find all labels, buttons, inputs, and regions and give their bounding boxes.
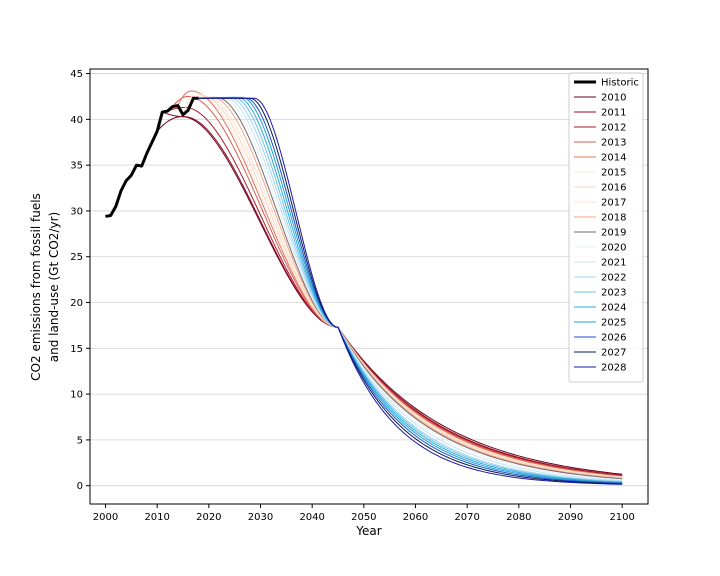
legend-entry: 2021 [574, 258, 626, 269]
y-tick-label: 10 [70, 390, 83, 401]
legend-entry: 2022 [574, 273, 626, 284]
legend-label: 2025 [601, 318, 626, 329]
legend-entry: 2017 [574, 198, 626, 209]
legend-label: 2011 [601, 108, 626, 119]
x-tick-label: 2010 [144, 512, 169, 523]
legend-entry: 2023 [574, 288, 626, 299]
legend-entry: 2010 [574, 93, 626, 104]
plot-frame [89, 68, 649, 505]
legend-entry: 2015 [574, 168, 626, 179]
legend-entry: 2018 [574, 213, 626, 224]
legend-label: 2023 [601, 288, 626, 299]
series-line-2010 [105, 116, 623, 475]
legend-entry: Historic [574, 78, 639, 89]
legend-entry: 2011 [574, 108, 626, 119]
series-line-2024 [105, 96, 623, 483]
legend-label: 2021 [601, 258, 626, 269]
legend-entry: 2024 [574, 303, 626, 314]
series-line-historic [105, 96, 199, 218]
legend-label: 2020 [601, 243, 626, 254]
y-tick-label: 45 [70, 69, 83, 80]
x-tick-label: 2060 [403, 512, 428, 523]
x-tick-label: 2000 [93, 512, 118, 523]
series-line-2028 [105, 97, 623, 485]
series-line-2014 [105, 90, 623, 478]
legend-label: 2013 [601, 138, 626, 149]
series-line-2022 [105, 96, 623, 483]
series-line-2021 [105, 96, 623, 482]
series-line-2023 [105, 96, 623, 483]
series-line-2016 [105, 95, 623, 478]
series-line-2017 [105, 96, 623, 479]
legend: Historic 2010 2011 2012 2013 2014 2015 2016 2017… [568, 72, 644, 383]
legend-label: 2012 [601, 123, 626, 134]
legend-label: 2018 [601, 213, 626, 224]
y-tick-label: 0 [77, 481, 83, 492]
y-tick-label: 5 [77, 435, 83, 446]
legend-entry: 2026 [574, 333, 626, 344]
series-line-2018 [105, 96, 623, 479]
x-tick-label: 2100 [609, 512, 634, 523]
legend-label: 2014 [601, 153, 626, 164]
legend-entry: 2014 [574, 153, 626, 164]
y-axis-label-line1: CO2 emissions from fossil fuels [29, 193, 43, 381]
legend-entry: 2020 [574, 243, 626, 254]
legend-box [568, 72, 644, 383]
legend-label: 2028 [601, 363, 626, 374]
y-tick-label: 15 [70, 344, 83, 355]
legend-label: 2019 [601, 228, 626, 239]
legend-label: 2022 [601, 273, 626, 284]
legend-label: 2027 [601, 348, 626, 359]
series-line-2011 [105, 111, 623, 476]
x-tick-label: 2030 [248, 512, 273, 523]
legend-label: 2015 [601, 168, 626, 179]
x-tick-label: 2080 [506, 512, 531, 523]
y-axis-label-line2: and land-use (Gt CO2/yr) [47, 212, 61, 362]
y-tick-label: 40 [70, 115, 83, 126]
x-tick-label: 2070 [454, 512, 479, 523]
x-axis-label: Year [355, 524, 381, 538]
legend-entry: 2025 [574, 318, 626, 329]
legend-label: 2017 [601, 198, 626, 209]
series-line-2026 [105, 97, 623, 484]
y-tick-label: 35 [70, 161, 83, 172]
legend-label: 2024 [601, 303, 626, 314]
y-tick-label: 25 [70, 252, 83, 263]
legend-entry: 2019 [574, 228, 626, 239]
legend-entry: 2016 [574, 183, 626, 194]
legend-entry: 2012 [574, 123, 626, 134]
x-tick-label: 2040 [299, 512, 324, 523]
legend-label: 2026 [601, 333, 626, 344]
series-line-2012 [105, 106, 623, 477]
x-tick-label: 2090 [558, 512, 583, 523]
series-line-2013 [105, 95, 623, 477]
series-line-2019 [105, 96, 623, 480]
legend-label: 2010 [601, 93, 626, 104]
legend-label: Historic [601, 78, 639, 89]
series-line-2027 [105, 97, 623, 485]
x-tick-label: 2050 [351, 512, 376, 523]
series-line-2020 [105, 96, 623, 481]
y-axis-label: CO2 emissions from fossil fuels and land… [29, 193, 61, 381]
series-line-2025 [105, 96, 623, 484]
legend-entry: 2028 [574, 363, 626, 374]
y-tick-label: 20 [70, 298, 83, 309]
legend-entry: 2013 [574, 138, 626, 149]
series-lines [105, 90, 623, 485]
legend-label: 2016 [601, 183, 626, 194]
x-tick-label: 2020 [196, 512, 221, 523]
grid [90, 73, 648, 487]
legend-entry: 2027 [574, 348, 626, 359]
series-line-2015 [105, 93, 623, 478]
y-tick-label: 30 [70, 206, 83, 217]
